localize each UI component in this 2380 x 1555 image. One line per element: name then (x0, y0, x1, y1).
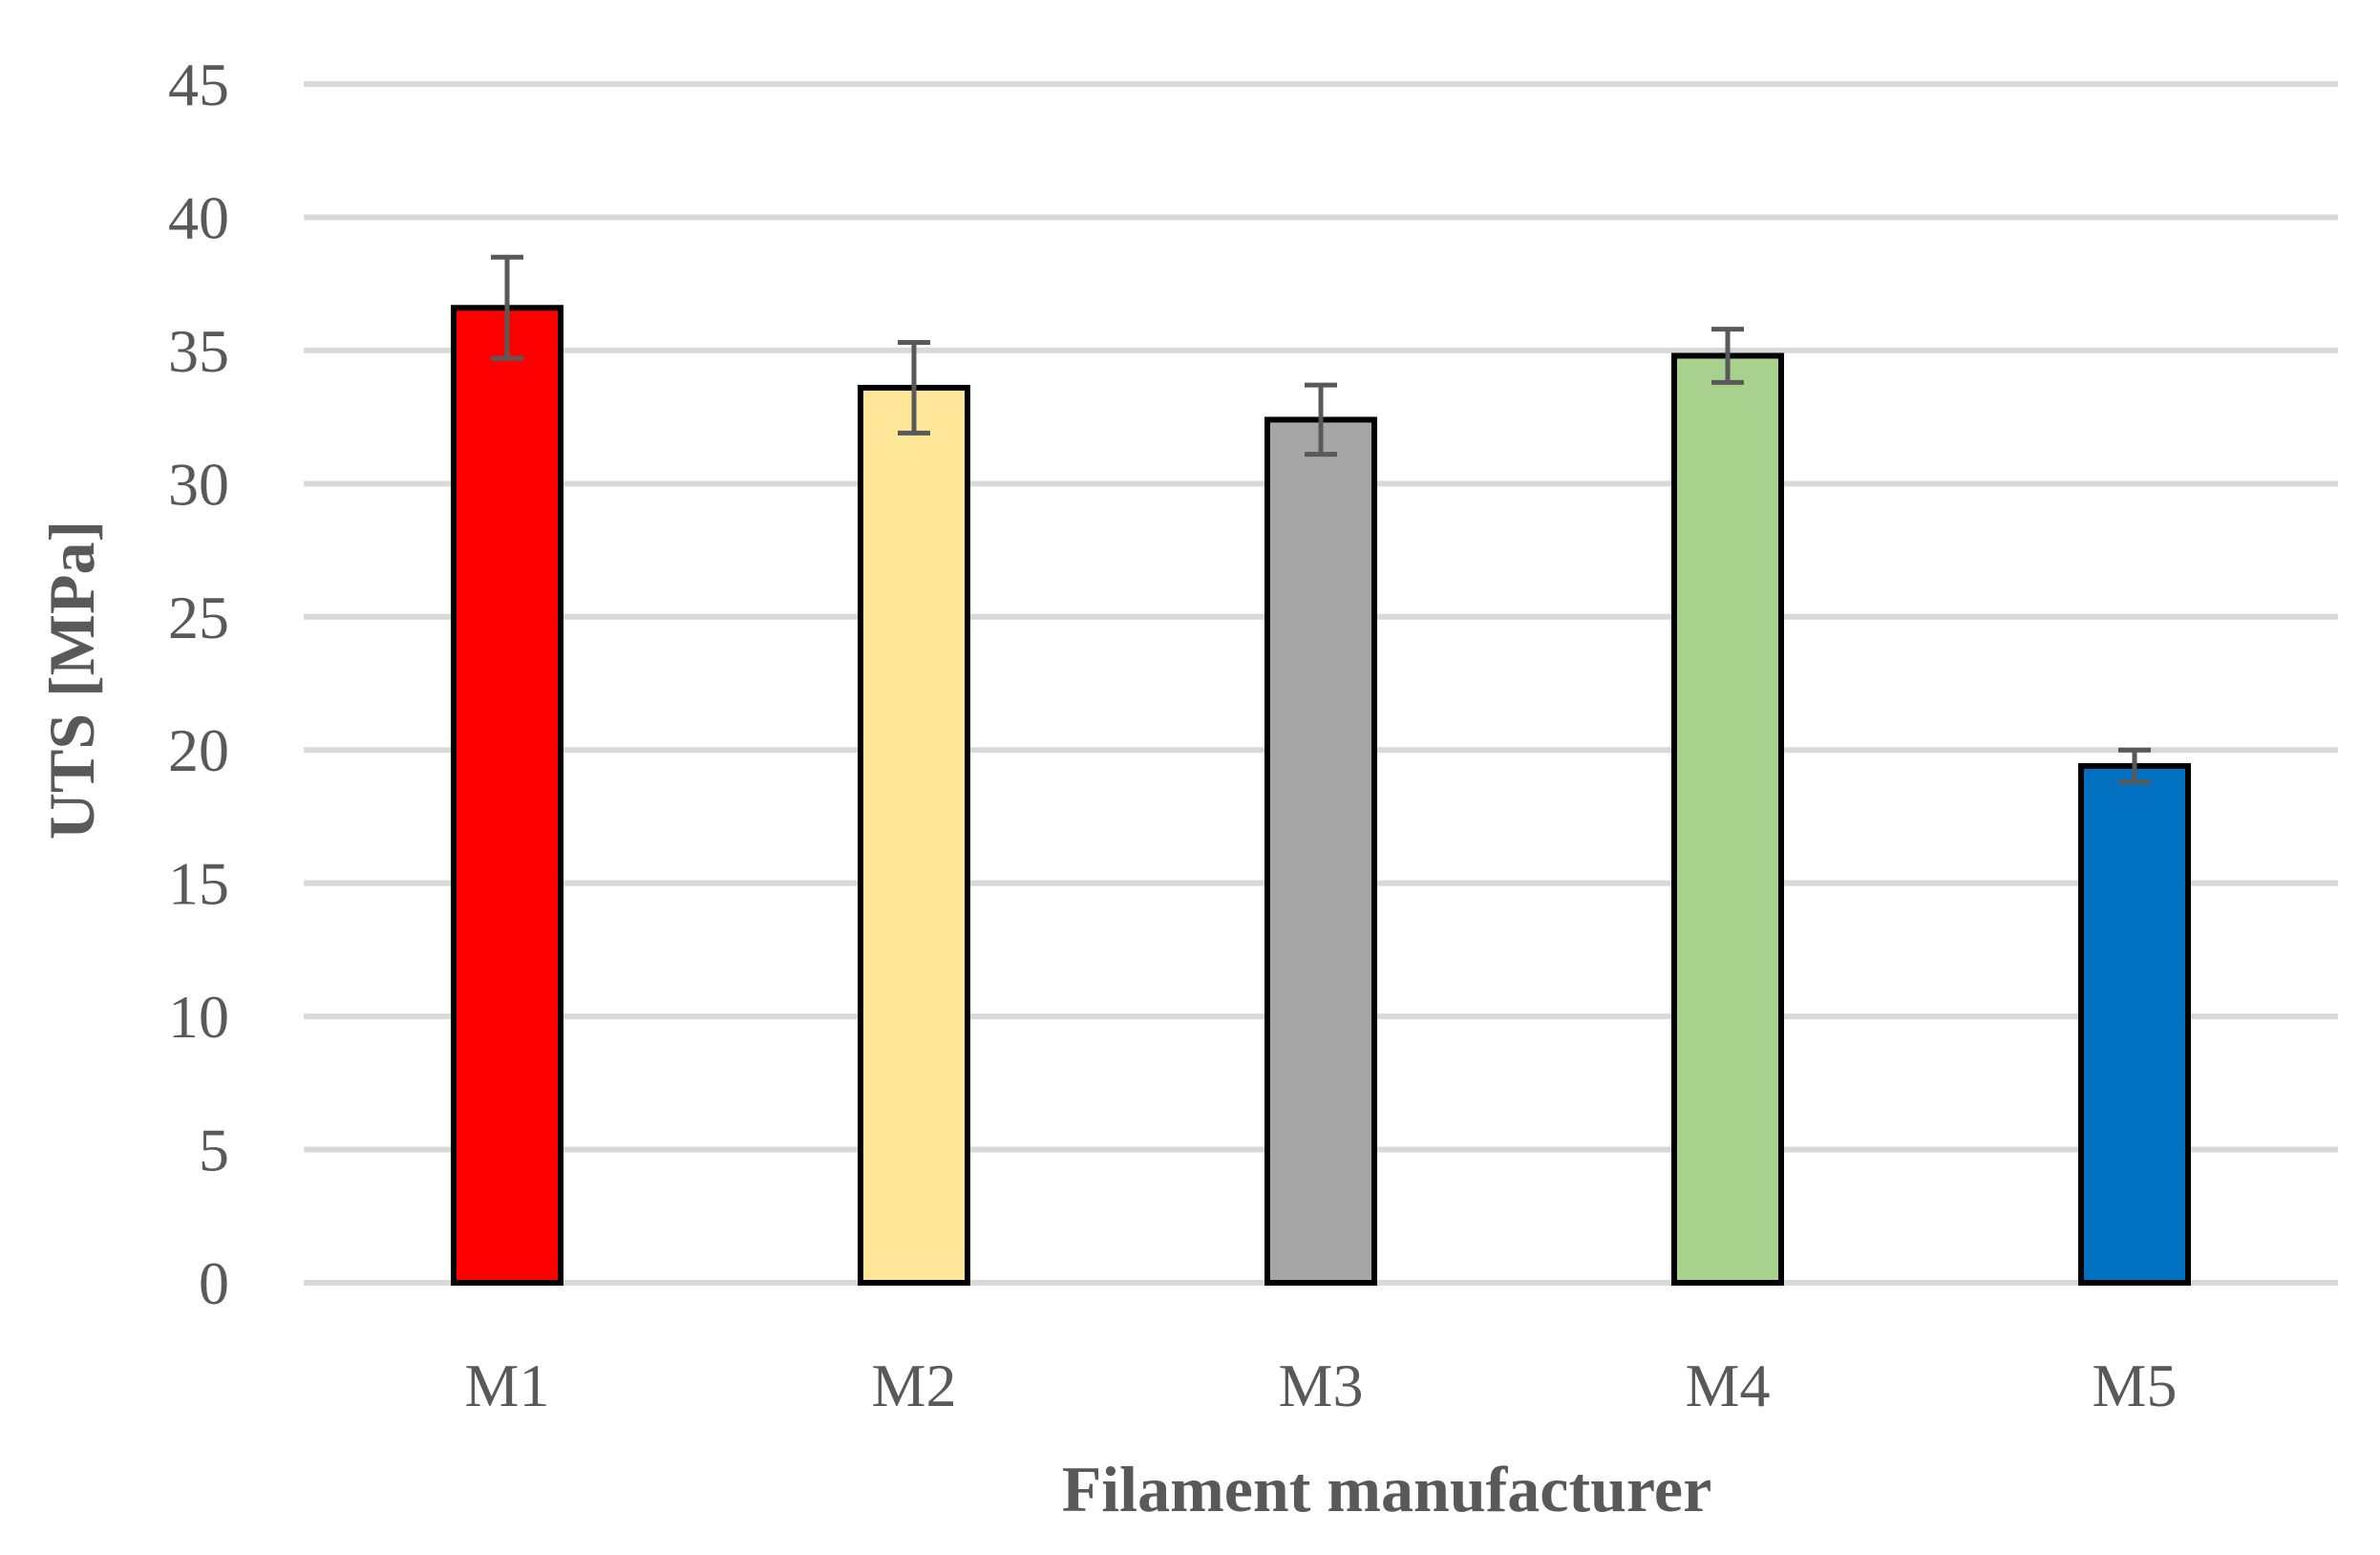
x-tick-label-m1: M1 (465, 1352, 550, 1419)
error-bar-m4 (1711, 327, 1744, 385)
x-tick-label-m5: M5 (2093, 1352, 2178, 1419)
y-tick-label: 20 (168, 716, 229, 784)
bars (451, 305, 2191, 1286)
y-tick-label: 10 (168, 983, 229, 1051)
error-bar-m5 (2118, 747, 2151, 785)
bar-m4 (1671, 352, 1784, 1286)
y-tick-label: 45 (168, 51, 229, 118)
error-bar-m2 (898, 340, 930, 436)
y-tick-label: 30 (168, 450, 229, 518)
bar-m1 (451, 305, 563, 1286)
y-axis-title: UTS [MPa] (35, 521, 108, 840)
y-axis-tick-labels: 0 5 10 15 20 25 30 35 40 45 (168, 51, 229, 1317)
y-tick-label: 40 (168, 183, 229, 251)
error-bar-m1 (491, 254, 523, 361)
x-axis-tick-labels: M1 M2 M3 M4 M5 (465, 1352, 2178, 1419)
error-bars (491, 254, 2151, 785)
error-bar-m3 (1305, 382, 1337, 458)
bar-m2 (858, 384, 970, 1286)
x-axis-title: Filament manufacturer (1062, 1453, 1712, 1525)
y-tick-label: 25 (168, 584, 229, 651)
x-tick-label-m2: M2 (872, 1352, 957, 1419)
y-tick-label: 15 (168, 850, 229, 918)
x-tick-label-m4: M4 (1686, 1352, 1771, 1419)
bar-m5 (2078, 762, 2191, 1286)
y-tick-label: 35 (168, 317, 229, 385)
x-tick-label-m3: M3 (1279, 1352, 1364, 1419)
bar-m3 (1264, 416, 1377, 1286)
y-tick-label: 0 (199, 1249, 229, 1317)
y-tick-label: 5 (199, 1117, 229, 1184)
